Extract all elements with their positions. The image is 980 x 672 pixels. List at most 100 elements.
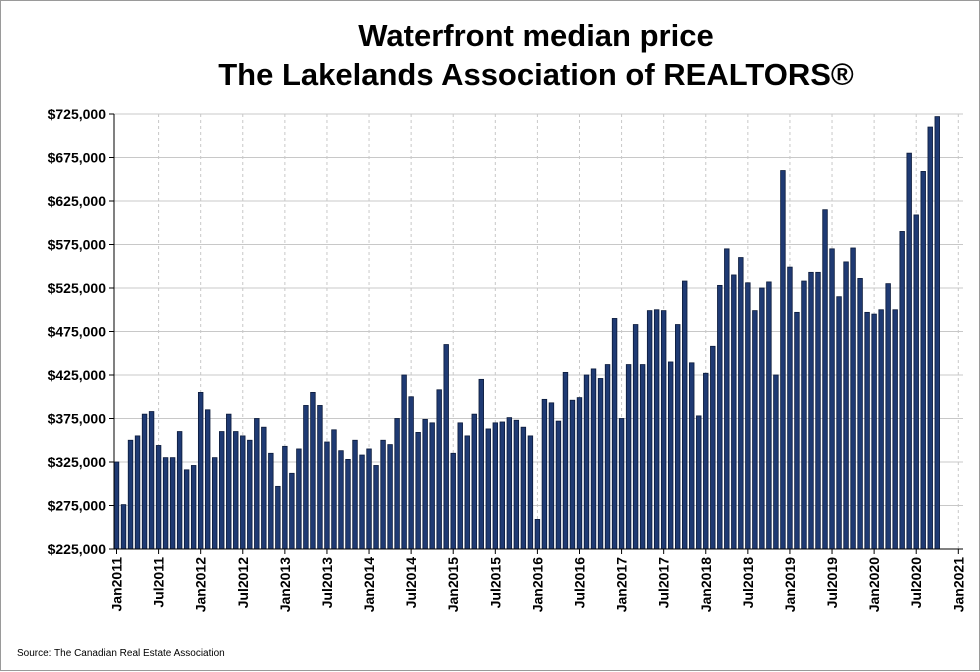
bar — [808, 271, 814, 550]
bar — [450, 452, 456, 550]
x-tick-label: Jul2016 — [571, 557, 587, 609]
bar — [541, 398, 548, 550]
bar — [176, 431, 183, 550]
bar — [710, 345, 716, 550]
bar — [597, 378, 604, 550]
bar — [478, 378, 484, 550]
bar — [724, 248, 730, 550]
bar — [380, 439, 386, 550]
y-tick-label: $325,000 — [48, 454, 107, 470]
bar — [527, 435, 534, 550]
bar — [801, 280, 807, 550]
axes — [109, 113, 963, 554]
y-tick-label: $675,000 — [48, 150, 107, 166]
bar — [618, 418, 625, 550]
bar — [310, 391, 316, 550]
bar — [394, 418, 400, 550]
bar — [331, 429, 337, 550]
x-tick-label: Jan2021 — [950, 557, 966, 612]
y-tick-label: $275,000 — [48, 498, 107, 514]
bar — [569, 399, 576, 550]
bar — [506, 417, 513, 550]
source-note: Source: The Canadian Real Estate Associa… — [17, 648, 225, 659]
bar — [548, 402, 555, 550]
bar — [934, 116, 940, 550]
bar — [240, 435, 246, 550]
bar — [513, 419, 520, 550]
bar-series — [113, 116, 940, 550]
bar — [562, 371, 569, 550]
x-tick-label: Jul2020 — [908, 557, 924, 609]
y-tick-label: $425,000 — [48, 367, 107, 383]
chart-subtitle: The Lakelands Association of REALTORS® — [218, 57, 854, 92]
bar — [373, 465, 379, 550]
x-tick-label: Jan2012 — [193, 557, 209, 612]
x-tick-label: Jul2011 — [151, 557, 167, 608]
bar — [583, 374, 590, 550]
y-tick-label: $225,000 — [48, 541, 107, 557]
bar — [822, 209, 828, 550]
y-tick-label: $475,000 — [48, 324, 107, 340]
bar — [745, 282, 751, 550]
bar — [148, 411, 155, 550]
x-tick-label: Jan2015 — [445, 557, 461, 612]
x-tick-label: Jan2018 — [698, 557, 714, 612]
bar — [731, 274, 737, 550]
bar — [682, 280, 688, 550]
bar — [183, 469, 190, 550]
bar — [162, 457, 169, 550]
x-tick-label: Jul2015 — [487, 557, 503, 609]
bar — [113, 461, 120, 550]
bar — [492, 422, 499, 550]
bar — [752, 310, 758, 550]
bar — [499, 421, 506, 550]
bar — [611, 318, 618, 550]
bar — [429, 422, 435, 550]
bar — [885, 283, 891, 550]
bar — [892, 309, 898, 550]
bar — [169, 457, 176, 550]
bar — [275, 485, 281, 550]
bar — [773, 374, 779, 550]
bar — [815, 271, 821, 550]
bar — [422, 418, 428, 550]
bar — [197, 391, 204, 550]
bar — [190, 465, 197, 550]
x-tick-label: Jan2011 — [109, 557, 125, 612]
bar — [696, 415, 702, 550]
x-tick-label: Jul2019 — [824, 557, 840, 609]
bar — [913, 214, 919, 550]
bar — [667, 361, 674, 550]
bar — [829, 248, 835, 550]
bar — [324, 441, 330, 550]
bar — [120, 504, 127, 550]
bar — [766, 281, 772, 550]
bar — [864, 311, 870, 550]
bar — [127, 439, 134, 550]
bar — [703, 372, 709, 550]
bar — [639, 364, 646, 550]
bar — [415, 432, 421, 550]
bar — [878, 309, 884, 550]
bar — [155, 445, 162, 550]
bar — [408, 396, 414, 550]
bar — [534, 519, 541, 550]
bar — [689, 362, 695, 550]
bar — [261, 426, 267, 550]
bar — [436, 389, 442, 550]
bar — [836, 296, 842, 550]
bar — [401, 374, 407, 550]
bar — [843, 261, 849, 550]
x-tick-label: Jan2019 — [782, 557, 798, 612]
bar — [247, 439, 253, 550]
x-tick-label: Jan2020 — [866, 557, 882, 612]
bar — [927, 126, 933, 550]
bar — [352, 439, 358, 550]
x-tick-label: Jul2017 — [656, 557, 672, 609]
bar — [906, 152, 912, 550]
bar — [485, 428, 491, 550]
bar — [646, 310, 653, 550]
bar — [471, 413, 477, 550]
bar — [141, 413, 148, 550]
bar — [717, 284, 723, 550]
